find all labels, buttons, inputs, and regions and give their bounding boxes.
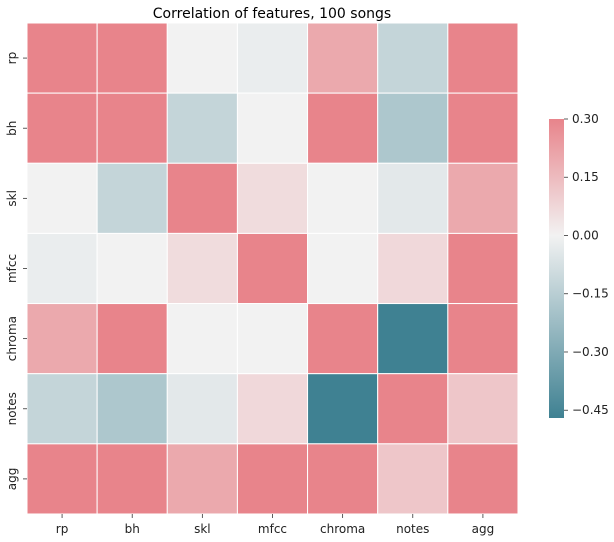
heatmap-cell-bh-rp: [26, 92, 98, 164]
colorbar-tick-label: 0.30: [572, 112, 599, 126]
heatmap-cell-notes-mfcc: [236, 373, 309, 445]
heatmap-cells: [26, 22, 519, 515]
heatmap-cell-rp-agg: [447, 22, 519, 94]
y-tick-label-notes: notes: [5, 392, 19, 425]
y-tick-label-bh: bh: [5, 121, 19, 136]
heatmap-cell-agg-notes: [377, 443, 449, 515]
heatmap-cell-notes-skl: [166, 373, 238, 445]
colorbar-gradient: [549, 119, 564, 418]
colorbar: 0.30 0.15 0.00 −0.15 −0.30 −0.45: [549, 112, 609, 418]
heatmap-cell-rp-chroma: [307, 22, 379, 94]
heatmap-cell-chroma-rp: [26, 303, 98, 375]
heatmap-cell-skl-bh: [96, 162, 168, 234]
heatmap-cell-mfcc-notes: [377, 232, 449, 305]
x-tick-label-agg: agg: [472, 522, 495, 536]
y-tick-label-chroma: chroma: [5, 316, 19, 361]
heatmap-cell-notes-rp: [26, 373, 98, 445]
heatmap-cell-mfcc-skl: [166, 232, 238, 305]
y-axis-ticks: rp bh skl mfcc chroma notes agg: [5, 52, 27, 490]
heatmap-cell-rp-bh: [96, 22, 168, 94]
heatmap-cell-chroma-notes: [377, 303, 449, 375]
heatmap-cell-notes-bh: [96, 373, 168, 445]
heatmap-cell-mfcc-chroma: [307, 232, 379, 305]
heatmap-cell-agg-rp: [26, 443, 98, 515]
chart-title: Correlation of features, 100 songs: [153, 6, 391, 22]
colorbar-tick-label: −0.45: [572, 403, 609, 417]
heatmap-cell-mfcc-agg: [447, 232, 519, 305]
heatmap-cell-agg-bh: [96, 443, 168, 515]
heatmap-cell-skl-chroma: [307, 162, 379, 234]
heatmap-cell-bh-mfcc: [236, 92, 309, 164]
heatmap-cell-bh-chroma: [307, 92, 379, 164]
x-tick-label-chroma: chroma: [320, 522, 365, 536]
x-tick-label-bh: bh: [125, 522, 140, 536]
heatmap-cell-rp-rp: [26, 22, 98, 94]
heatmap-cell-rp-mfcc: [236, 22, 309, 94]
heatmap-cell-agg-agg: [447, 443, 519, 515]
colorbar-tick-label: −0.15: [572, 287, 609, 301]
heatmap-cell-mfcc-bh: [96, 232, 168, 305]
heatmap-cell-agg-chroma: [307, 443, 379, 515]
heatmap-cell-mfcc-rp: [26, 232, 98, 305]
y-tick-label-rp: rp: [5, 52, 19, 65]
heatmap-cell-rp-skl: [166, 22, 238, 94]
heatmap-cell-chroma-agg: [447, 303, 519, 375]
heatmap-cell-agg-skl: [166, 443, 238, 515]
y-tick-label-agg: agg: [5, 468, 19, 491]
colorbar-ticks: 0.30 0.15 0.00 −0.15 −0.30 −0.45: [564, 112, 609, 417]
x-tick-label-skl: skl: [194, 522, 211, 536]
colorbar-tick-label: 0.00: [572, 228, 599, 242]
colorbar-tick-label: −0.30: [572, 345, 609, 359]
heatmap-cell-mfcc-mfcc: [236, 232, 309, 305]
heatmap-cell-skl-notes: [377, 162, 449, 234]
x-tick-label-mfcc: mfcc: [258, 522, 287, 536]
heatmap-cell-chroma-chroma: [307, 303, 379, 375]
heatmap-cell-skl-rp: [26, 162, 98, 234]
heatmap-cell-bh-bh: [96, 92, 168, 164]
heatmap-cell-bh-agg: [447, 92, 519, 164]
heatmap-cell-notes-chroma: [307, 373, 379, 445]
x-axis-ticks: rp bh skl mfcc chroma notes agg: [56, 513, 495, 536]
x-tick-label-notes: notes: [396, 522, 429, 536]
heatmap-cell-chroma-skl: [166, 303, 238, 375]
heatmap-cell-notes-notes: [377, 373, 449, 445]
heatmap-cell-skl-skl: [166, 162, 238, 234]
heatmap-cell-rp-notes: [377, 22, 449, 94]
heatmap-cell-skl-mfcc: [236, 162, 309, 234]
colorbar-tick-label: 0.15: [572, 170, 599, 184]
heatmap-cell-chroma-mfcc: [236, 303, 309, 375]
heatmap-cell-skl-agg: [447, 162, 519, 234]
heatmap-cell-bh-notes: [377, 92, 449, 164]
heatmap-cell-agg-mfcc: [236, 443, 309, 515]
x-tick-label-rp: rp: [56, 522, 69, 536]
heatmap-cell-notes-agg: [447, 373, 519, 445]
y-tick-label-skl: skl: [5, 190, 19, 207]
y-tick-label-mfcc: mfcc: [5, 254, 19, 283]
heatmap-cell-bh-skl: [166, 92, 238, 164]
heatmap-cell-chroma-bh: [96, 303, 168, 375]
